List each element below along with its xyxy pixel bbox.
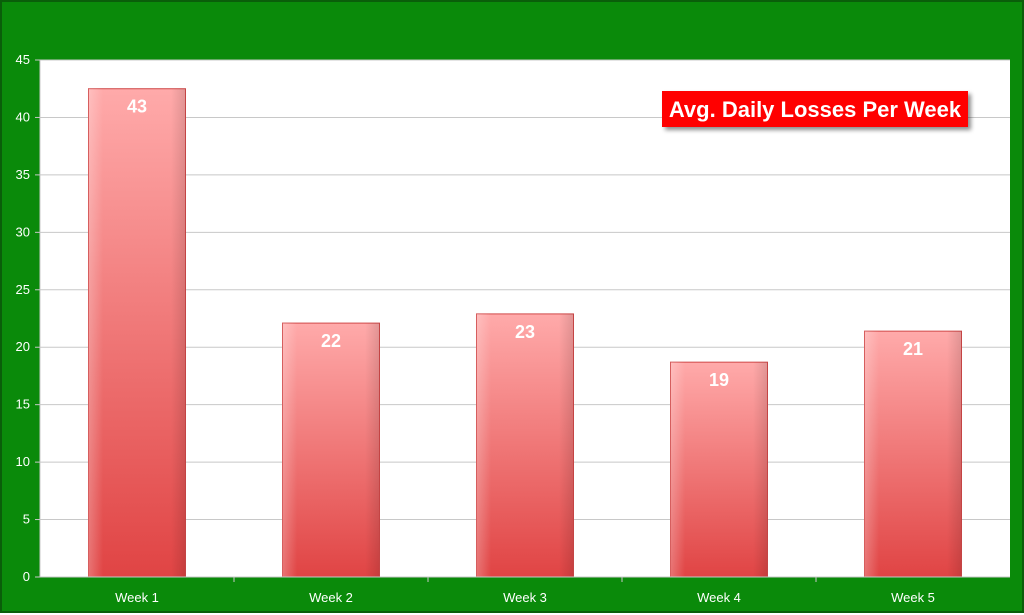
y-tick-label: 10 [16, 454, 30, 469]
y-tick-label: 45 [16, 52, 30, 67]
data-label: 21 [903, 339, 923, 359]
y-tick-label: 30 [16, 224, 30, 239]
x-tick-label: Week 1 [115, 590, 159, 605]
data-label: 19 [709, 370, 729, 390]
y-tick-label: 15 [16, 397, 30, 412]
bar-highlight [670, 362, 768, 577]
data-label: 43 [127, 97, 147, 117]
y-tick-label: 20 [16, 339, 30, 354]
x-tick-label: Week 5 [891, 590, 935, 605]
y-tick-label: 40 [16, 109, 30, 124]
y-tick-label: 25 [16, 282, 30, 297]
x-tick-label: Week 4 [697, 590, 741, 605]
y-tick-label: 0 [23, 569, 30, 584]
bar-highlight [282, 323, 380, 577]
chart-title: Avg. Daily Losses Per Week [669, 97, 962, 122]
x-axis-ticks: Week 1 Week 2 Week 3 Week 4 Week 5 [40, 576, 1010, 605]
data-label: 23 [515, 322, 535, 342]
bars [88, 88, 962, 578]
x-tick-label: Week 2 [309, 590, 353, 605]
bar-highlight [476, 313, 574, 577]
y-tick-label: 5 [23, 512, 30, 527]
chart-title-background [662, 91, 968, 127]
bar-highlight [864, 331, 962, 577]
y-tick-label: 35 [16, 167, 30, 182]
data-label: 22 [321, 331, 341, 351]
x-tick-label: Week 3 [503, 590, 547, 605]
bar-highlight [88, 88, 186, 577]
y-axis-ticks: 0 5 10 15 20 25 30 35 40 45 [16, 52, 41, 584]
chart-title-box: Avg. Daily Losses Per Week [662, 91, 968, 127]
data-labels: 43 22 23 19 21 [127, 97, 923, 390]
